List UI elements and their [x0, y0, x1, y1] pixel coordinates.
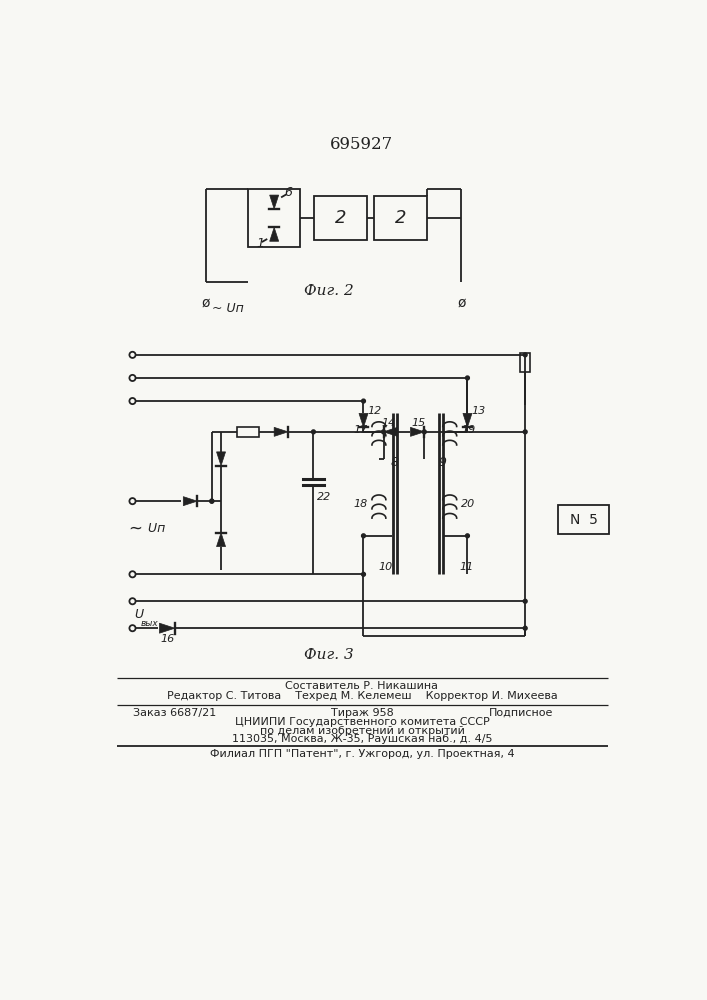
Polygon shape [216, 533, 226, 547]
Circle shape [312, 430, 315, 434]
Text: 14: 14 [382, 418, 396, 428]
Circle shape [361, 399, 366, 403]
Polygon shape [216, 452, 226, 466]
Text: 18: 18 [353, 499, 368, 509]
Polygon shape [269, 195, 279, 209]
Circle shape [465, 534, 469, 538]
Bar [314, 196, 366, 240]
Text: 12: 12 [368, 406, 382, 416]
Bar [238, 427, 259, 437]
Bar [520, 353, 530, 372]
Text: 20: 20 [461, 499, 476, 509]
Circle shape [523, 599, 527, 603]
Text: ЦНИИПИ Государственного комитета СССР: ЦНИИПИ Государственного комитета СССР [235, 717, 489, 727]
Polygon shape [383, 427, 397, 436]
Bar [559, 505, 609, 534]
Text: ~: ~ [128, 519, 142, 537]
Circle shape [210, 499, 214, 503]
Circle shape [523, 626, 527, 630]
Text: 9: 9 [439, 456, 447, 469]
Text: 19: 19 [461, 425, 476, 435]
Text: Тираж 958: Тираж 958 [331, 708, 393, 718]
Text: Uп: Uп [144, 522, 165, 535]
Text: 22: 22 [317, 492, 331, 502]
Text: 2: 2 [334, 209, 346, 227]
Polygon shape [463, 413, 472, 427]
Text: 17: 17 [353, 425, 368, 435]
Polygon shape [183, 497, 197, 506]
Polygon shape [274, 427, 288, 436]
Text: 15: 15 [411, 418, 426, 428]
Circle shape [523, 430, 527, 434]
Text: по делам изобретений и открытий: по делам изобретений и открытий [259, 726, 464, 736]
Text: 6: 6 [284, 186, 292, 199]
Text: 113035, Москва, Ж-35, Раушская наб., д. 4/5: 113035, Москва, Ж-35, Раушская наб., д. … [232, 734, 492, 744]
Circle shape [523, 353, 527, 357]
Text: U: U [134, 608, 143, 621]
Circle shape [361, 534, 366, 538]
Text: ~ Uп: ~ Uп [212, 302, 243, 315]
Circle shape [382, 430, 385, 434]
Text: Фиг. 3: Фиг. 3 [304, 648, 354, 662]
Text: 1: 1 [257, 237, 264, 250]
Circle shape [210, 499, 214, 503]
Text: вых: вых [140, 619, 158, 628]
Text: Фиг. 2: Фиг. 2 [304, 284, 354, 298]
Text: 10: 10 [378, 562, 393, 572]
Text: Подписное: Подписное [489, 708, 554, 718]
Text: Составитель Р. Никашина: Составитель Р. Никашина [286, 681, 438, 691]
Text: 695927: 695927 [330, 136, 394, 153]
Bar [248, 189, 300, 247]
Text: 16: 16 [160, 634, 174, 644]
Text: 11: 11 [460, 562, 474, 572]
Polygon shape [359, 413, 368, 427]
Bar [374, 196, 426, 240]
Polygon shape [411, 427, 424, 436]
Polygon shape [269, 227, 279, 241]
Text: 8: 8 [390, 456, 398, 469]
Text: Редактор С. Титова    Техред М. Келемеш    Корректор И. Михеева: Редактор С. Титова Техред М. Келемеш Кор… [167, 691, 557, 701]
Polygon shape [160, 623, 175, 633]
Circle shape [422, 430, 426, 434]
Text: N  5: N 5 [570, 513, 597, 527]
Text: Филиал ПГП "Патент", г. Ужгород, ул. Проектная, 4: Филиал ПГП "Патент", г. Ужгород, ул. Про… [210, 749, 514, 759]
Text: ø: ø [201, 296, 210, 310]
Text: 13: 13 [472, 406, 486, 416]
Circle shape [361, 572, 366, 576]
Text: Заказ 6687/21: Заказ 6687/21 [133, 708, 216, 718]
Text: 2: 2 [395, 209, 407, 227]
Circle shape [465, 376, 469, 380]
Text: ø: ø [457, 296, 465, 310]
